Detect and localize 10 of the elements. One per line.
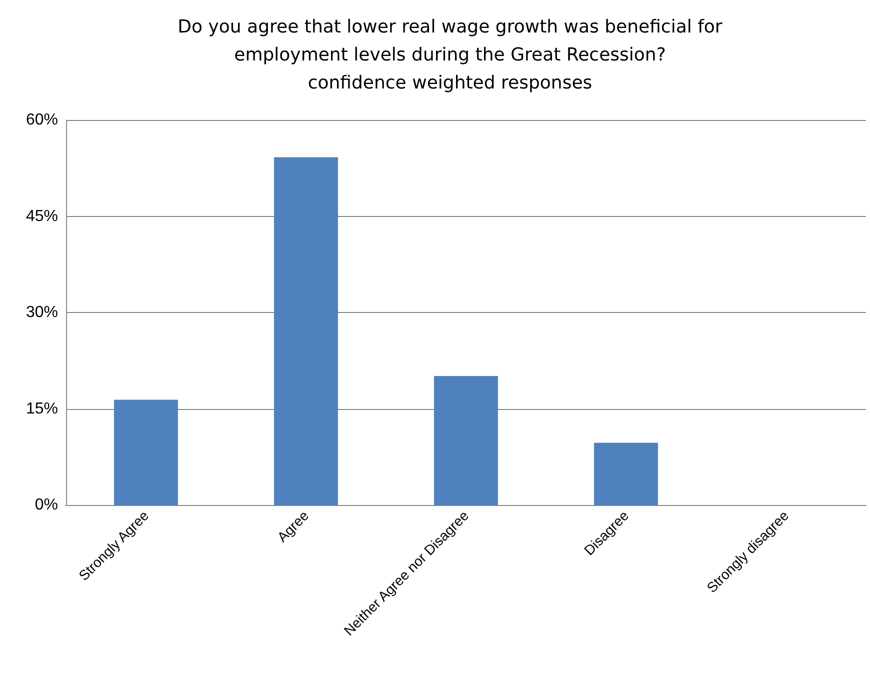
y-tick-label: 45% [26, 208, 58, 225]
y-tick-label: 15% [26, 400, 58, 418]
bar [274, 157, 338, 505]
y-tick-label: 30% [26, 304, 58, 321]
bar [114, 400, 178, 505]
bar [594, 442, 658, 505]
chart-title: Do you agree that lower real wage growth was beneficial for employment levels during the Great Recession? confidence weighted responses [178, 16, 723, 94]
y-tick-label: 60% [26, 112, 58, 128]
bar [434, 376, 498, 505]
y-tick-label: 0% [34, 496, 58, 514]
